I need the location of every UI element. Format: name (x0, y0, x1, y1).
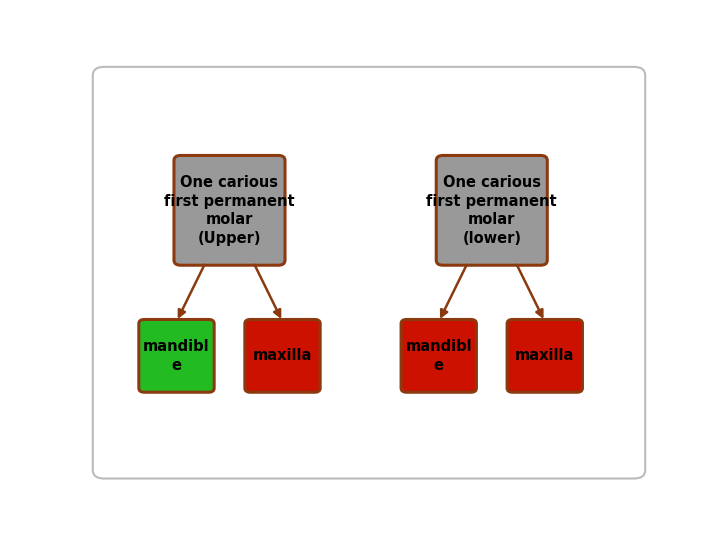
FancyBboxPatch shape (93, 67, 645, 478)
Text: One carious
first permanent
molar
(Upper): One carious first permanent molar (Upper… (164, 175, 294, 246)
FancyBboxPatch shape (139, 320, 214, 392)
FancyBboxPatch shape (174, 156, 285, 265)
FancyBboxPatch shape (401, 320, 477, 392)
Text: maxilla: maxilla (515, 348, 575, 363)
Text: maxilla: maxilla (253, 348, 312, 363)
Text: mandibl
e: mandibl e (143, 339, 210, 373)
FancyBboxPatch shape (436, 156, 547, 265)
FancyBboxPatch shape (245, 320, 320, 392)
Text: mandibl
e: mandibl e (405, 339, 472, 373)
Text: One carious
first permanent
molar
(lower): One carious first permanent molar (lower… (426, 175, 557, 246)
FancyBboxPatch shape (507, 320, 582, 392)
